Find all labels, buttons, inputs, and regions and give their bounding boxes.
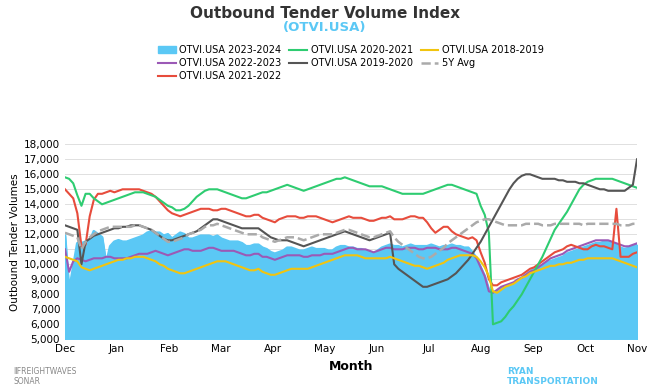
Text: (OTVI.USA): (OTVI.USA) — [283, 21, 367, 34]
Text: Outbound Tender Volume Index: Outbound Tender Volume Index — [190, 6, 460, 21]
Text: ⅡFREIGHTWAVES
SONAR: ⅡFREIGHTWAVES SONAR — [13, 367, 77, 386]
Legend: OTVI.USA 2023-2024, OTVI.USA 2022-2023, OTVI.USA 2021-2022, OTVI.USA 2020-2021, : OTVI.USA 2023-2024, OTVI.USA 2022-2023, … — [154, 41, 548, 85]
Text: RYAN
TRANSPORTATION: RYAN TRANSPORTATION — [507, 367, 599, 386]
Y-axis label: Outbound Tender Volumes: Outbound Tender Volumes — [10, 173, 20, 310]
X-axis label: Month: Month — [329, 360, 373, 373]
